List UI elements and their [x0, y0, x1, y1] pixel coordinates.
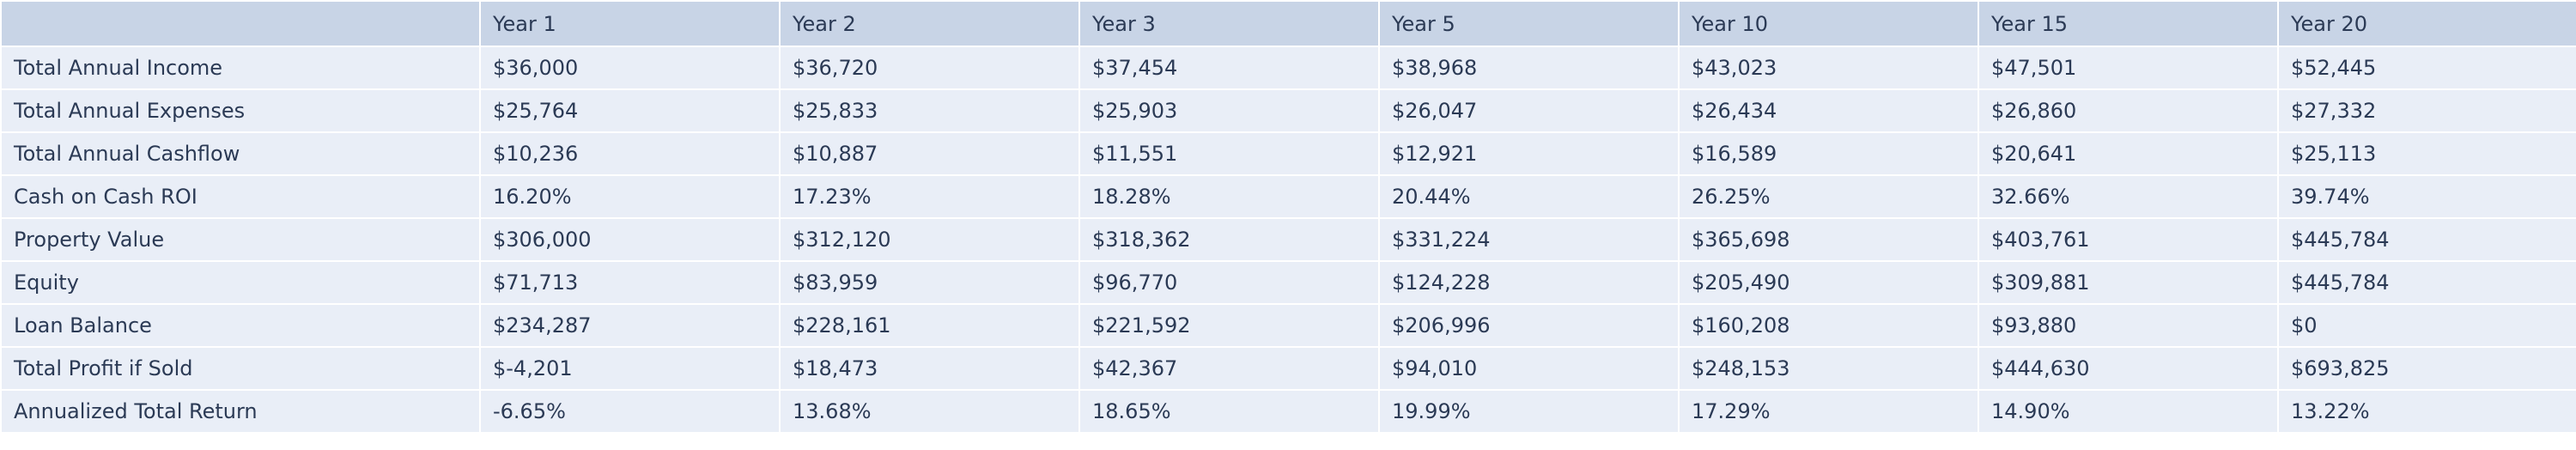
row-label: Total Annual Cashflow [0, 131, 481, 176]
table-row: Total Annual Income $36,000 $36,720 $37,454… [0, 46, 2576, 90]
table-cell: $160,208 [1678, 303, 1979, 348]
table-cell: $71,713 [479, 260, 781, 305]
table-cell: 14.90% [1978, 389, 2279, 434]
row-label: Cash on Cash ROI [0, 174, 481, 219]
table-cell: $444,630 [1978, 346, 2279, 391]
header-cell-year-15: Year 15 [1978, 0, 2279, 47]
table-cell: $20,641 [1978, 131, 2279, 176]
table-cell: $52,445 [2277, 46, 2576, 90]
table-cell: $27,332 [2277, 88, 2576, 133]
header-cell-year-10: Year 10 [1678, 0, 1979, 47]
table-cell: $43,023 [1678, 46, 1979, 90]
table-cell: $83,959 [779, 260, 1080, 305]
table-cell: $37,454 [1078, 46, 1380, 90]
table-cell: $16,589 [1678, 131, 1979, 176]
header-cell-year-3: Year 3 [1078, 0, 1380, 47]
header-cell-label [0, 0, 481, 47]
table-cell: $306,000 [479, 217, 781, 262]
table-cell: $96,770 [1078, 260, 1380, 305]
table-cell: $309,881 [1978, 260, 2279, 305]
row-label: Loan Balance [0, 303, 481, 348]
table-cell: $12,921 [1378, 131, 1680, 176]
table-cell: $11,551 [1078, 131, 1380, 176]
table-cell: $94,010 [1378, 346, 1680, 391]
table-cell: $25,833 [779, 88, 1080, 133]
table-cell: $206,996 [1378, 303, 1680, 348]
table-cell: $124,228 [1378, 260, 1680, 305]
table-cell: 32.66% [1978, 174, 2279, 219]
table-cell: $26,047 [1378, 88, 1680, 133]
table-cell: $228,161 [779, 303, 1080, 348]
table-row: Equity $71,713 $83,959 $96,770 $124,228 $205,… [0, 260, 2576, 305]
table-cell: $25,764 [479, 88, 781, 133]
table-cell: $47,501 [1978, 46, 2279, 90]
table-cell: $26,860 [1978, 88, 2279, 133]
table-cell: $234,287 [479, 303, 781, 348]
table-cell: $25,113 [2277, 131, 2576, 176]
row-label: Annualized Total Return [0, 389, 481, 434]
table-row: Total Annual Expenses $25,764 $25,833 $25,9… [0, 88, 2576, 133]
table-row: Loan Balance $234,287 $228,161 $221,592 $206… [0, 303, 2576, 348]
table-cell: 19.99% [1378, 389, 1680, 434]
table-cell: $10,236 [479, 131, 781, 176]
table-cell: 26.25% [1678, 174, 1979, 219]
table-cell: $312,120 [779, 217, 1080, 262]
table-cell: 18.65% [1078, 389, 1380, 434]
table-cell: $36,000 [479, 46, 781, 90]
table-cell: 17.23% [779, 174, 1080, 219]
table-cell: $-4,201 [479, 346, 781, 391]
row-label: Property Value [0, 217, 481, 262]
header-row: Year 1 Year 2 Year 3 Year 5 Year 10 Year… [0, 0, 2576, 47]
table-cell: $25,903 [1078, 88, 1380, 133]
row-label: Total Annual Expenses [0, 88, 481, 133]
row-label: Total Profit if Sold [0, 346, 481, 391]
table-cell: $365,698 [1678, 217, 1979, 262]
table-row: Total Profit if Sold $-4,201 $18,473 $42,36… [0, 346, 2576, 391]
table-cell: $221,592 [1078, 303, 1380, 348]
table-row: Cash on Cash ROI 16.20% 17.23% 18.28% 20.44%… [0, 174, 2576, 219]
table-row: Annualized Total Return -6.65% 13.68% 18.65… [0, 389, 2576, 434]
table-row: Property Value $306,000 $312,120 $318,362 $3… [0, 217, 2576, 262]
table-cell: $205,490 [1678, 260, 1979, 305]
table-cell: -6.65% [479, 389, 781, 434]
row-label: Equity [0, 260, 481, 305]
table-cell: 20.44% [1378, 174, 1680, 219]
table-cell: $26,434 [1678, 88, 1979, 133]
table-cell: $318,362 [1078, 217, 1380, 262]
projection-table: Year 1 Year 2 Year 3 Year 5 Year 10 Year… [0, 0, 2576, 434]
table-cell: $693,825 [2277, 346, 2576, 391]
table-cell: $248,153 [1678, 346, 1979, 391]
table-cell: $18,473 [779, 346, 1080, 391]
header-cell-year-5: Year 5 [1378, 0, 1680, 47]
header-cell-year-2: Year 2 [779, 0, 1080, 47]
table-cell: $331,224 [1378, 217, 1680, 262]
table-row: Total Annual Cashflow $10,236 $10,887 $11,5… [0, 131, 2576, 176]
table-cell: 18.28% [1078, 174, 1380, 219]
table-cell: 39.74% [2277, 174, 2576, 219]
table-cell: 16.20% [479, 174, 781, 219]
table-cell: $38,968 [1378, 46, 1680, 90]
table-cell: $403,761 [1978, 217, 2279, 262]
table-cell: $93,880 [1978, 303, 2279, 348]
table-cell: $445,784 [2277, 260, 2576, 305]
header-cell-year-20: Year 20 [2277, 0, 2576, 47]
table-cell: 17.29% [1678, 389, 1979, 434]
table-cell: $445,784 [2277, 217, 2576, 262]
row-label: Total Annual Income [0, 46, 481, 90]
header-cell-year-1: Year 1 [479, 0, 781, 47]
table-cell: 13.68% [779, 389, 1080, 434]
table-cell: $42,367 [1078, 346, 1380, 391]
table-cell: $36,720 [779, 46, 1080, 90]
table-cell: 13.22% [2277, 389, 2576, 434]
table-cell: $10,887 [779, 131, 1080, 176]
table-cell: $0 [2277, 303, 2576, 348]
table-body: Total Annual Income $36,000 $36,720 $37,454… [0, 46, 2576, 434]
